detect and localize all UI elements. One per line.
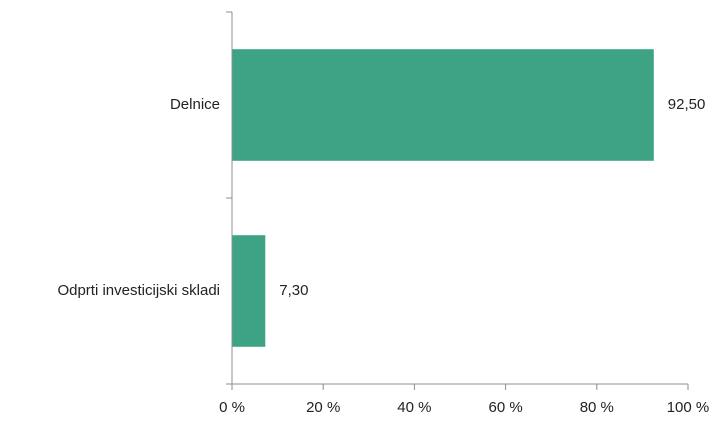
x-tick-label: 20 % [306,399,340,416]
x-tick-label: 0 % [219,399,245,416]
bar-odprti-investicijski-skladi [232,235,266,347]
labels-group: Delnice 92,50 Odprti investicijski skladi 7… [57,96,709,416]
value-label-odprti-investicijski-skladi: 7,30 [279,282,308,299]
bars-group [232,49,654,347]
value-label-delnice: 92,50 [668,96,706,113]
x-tick-label: 60 % [488,399,522,416]
category-label-odprti-investicijski-skladi: Odprti investicijski skladi [57,282,220,299]
x-tick-label: 100 % [667,399,710,416]
x-tick-label: 40 % [397,399,431,416]
axes-group [226,11,689,390]
bar-delnice [232,49,654,161]
x-tick-label: 80 % [580,399,614,416]
category-label-delnice: Delnice [170,96,220,113]
